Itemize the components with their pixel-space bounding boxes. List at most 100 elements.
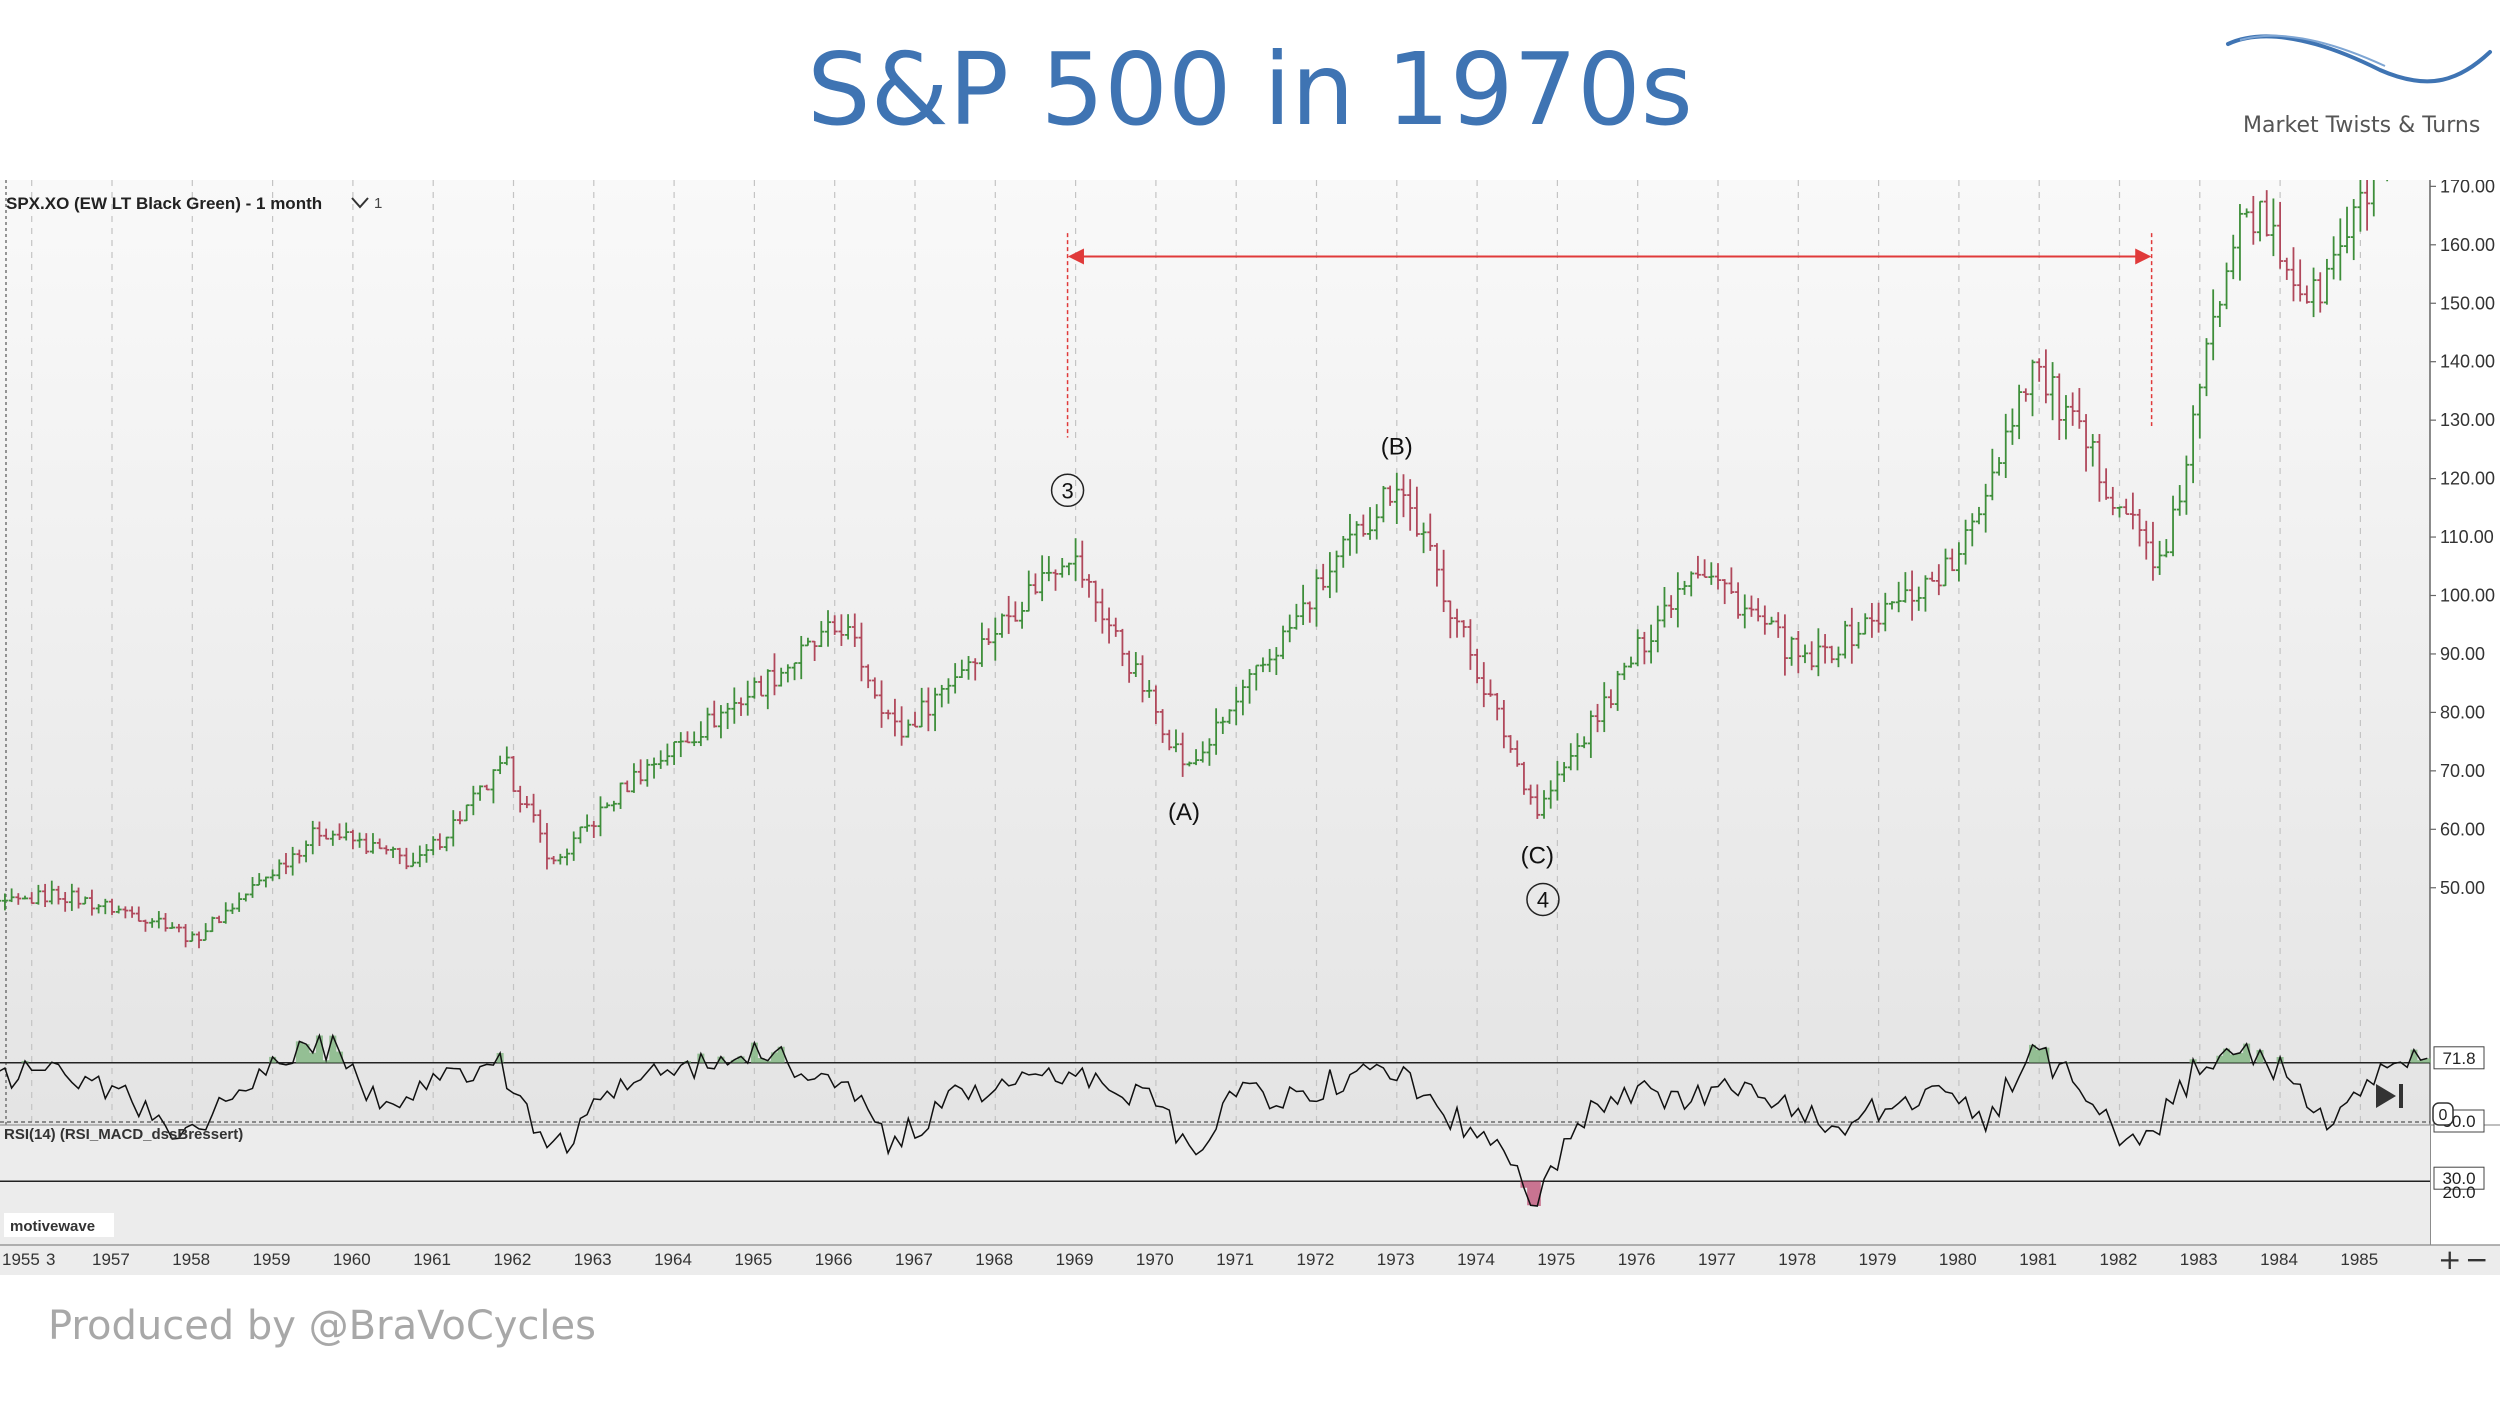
price-bar: [463, 804, 470, 822]
zero-badge[interactable]: 0: [2432, 1102, 2454, 1126]
price-bar: [1052, 569, 1059, 591]
price-bar: [189, 931, 196, 943]
price-bar: [1587, 710, 1594, 758]
price-bar: [1112, 617, 1119, 637]
price-bar: [2337, 218, 2344, 281]
price-bar: [651, 757, 658, 779]
price-axis[interactable]: 50.00 60.00 70.00 80.00 90.00 100.00 110.00 120…: [2429, 180, 2495, 1272]
price-bar: [724, 702, 731, 730]
price-bar: [1326, 552, 1333, 599]
price-bar: [1668, 595, 1675, 618]
price-bar: [477, 785, 484, 801]
price-bar: [2062, 395, 2069, 440]
price-bar: [115, 905, 122, 914]
price-bar: [1661, 587, 1668, 628]
price-bar: [617, 782, 624, 809]
price-bar: [456, 811, 463, 825]
x-tick-label: 1979: [1859, 1250, 1897, 1269]
y-tick-label: 160.00: [2440, 235, 2495, 255]
price-bar: [1975, 506, 1982, 525]
price-bar: [704, 707, 711, 741]
rsi-level-label: 20.0: [2442, 1183, 2475, 1202]
zoom-in-icon[interactable]: +: [2438, 1243, 2461, 1275]
wave-label: (B): [1381, 433, 1413, 460]
price-bar: [2002, 413, 2009, 479]
price-bar: [1929, 571, 1936, 582]
x-tick-label: 1955: [2, 1250, 40, 1269]
price-bar: [517, 785, 524, 813]
price-bar: [2009, 408, 2016, 445]
motivewave-badge: [4, 1213, 114, 1237]
chart-symbol-label[interactable]: SPX.XO (EW LT Black Green) - 1 month: [6, 194, 322, 213]
price-bar: [684, 731, 691, 744]
price-bar: [2223, 262, 2230, 310]
price-bar: [1300, 584, 1307, 626]
price-bar: [1239, 679, 1246, 716]
price-bar: [1367, 507, 1374, 540]
logo-text: Market Twists & Turns: [2243, 113, 2481, 138]
price-bar: [2283, 257, 2290, 280]
price-bar: [1146, 680, 1153, 698]
price-bar: [1628, 656, 1635, 668]
price-bar: [1781, 614, 1788, 676]
x-tick-label: 1976: [1618, 1250, 1656, 1269]
x-tick-label: 1984: [2260, 1250, 2298, 1269]
price-bar: [1005, 595, 1012, 634]
price-bar: [798, 635, 805, 680]
wave-label: (A): [1168, 799, 1200, 826]
time-axis[interactable]: 1955 3 1957 1958 1959 1960 1961 1962 1963 1964 196…: [0, 1244, 2500, 1275]
price-bar: [1179, 732, 1186, 777]
price-bar: [1226, 709, 1233, 724]
price-bar: [764, 669, 771, 710]
wave-label: 3: [1061, 478, 1073, 503]
chevron-down-icon[interactable]: [351, 197, 369, 209]
price-bar: [102, 898, 109, 915]
price-bar: [109, 898, 115, 915]
price-bar: [657, 750, 664, 769]
jump-to-end-icon[interactable]: [2376, 1084, 2403, 1108]
price-bar: [1460, 620, 1467, 638]
x-tick-label: 1982: [2100, 1250, 2138, 1269]
price-bar: [15, 893, 22, 905]
price-bar: [945, 678, 952, 704]
stock-chart[interactable]: 3 (A) (B) (C) 4 50.00 60.00 70.00 80.00 90.00 100…: [0, 180, 2500, 1275]
price-bar: [1915, 586, 1922, 611]
price-bar: [1868, 602, 1875, 638]
price-bar: [1848, 607, 1855, 664]
price-bar: [1882, 592, 1889, 632]
price-bar: [925, 687, 932, 732]
x-tick-label: 1973: [1377, 1250, 1415, 1269]
price-bar: [912, 711, 918, 728]
price-bar: [1119, 628, 1126, 667]
price-bar: [523, 795, 530, 809]
price-bar: [818, 621, 825, 648]
price-bar: [1407, 479, 1414, 531]
price-bar: [1835, 646, 1842, 668]
price-bar: [1139, 655, 1146, 703]
price-bar: [2250, 195, 2257, 245]
x-tick-label: 1959: [253, 1250, 291, 1269]
price-bar: [1253, 664, 1260, 691]
price-bar: [978, 622, 985, 667]
price-bar: [490, 769, 497, 804]
price-bar: [831, 615, 838, 635]
price-bar: [122, 906, 129, 919]
price-bar: [430, 836, 437, 856]
price-bar: [2230, 234, 2237, 280]
price-bar: [1775, 612, 1782, 638]
zoom-out-icon[interactable]: −: [2465, 1243, 2488, 1275]
wave-label-circle: [1526, 882, 1560, 917]
footer-credit: Produced by @BraVoCycles: [48, 1303, 596, 1349]
price-bar: [1634, 629, 1641, 667]
price-bar: [1380, 485, 1387, 523]
price-bar: [1467, 619, 1474, 670]
price-bar: [865, 664, 872, 689]
price-bar: [1969, 513, 1976, 547]
price-bar: [630, 763, 637, 793]
price-bar: [2143, 520, 2150, 560]
x-tick-label: 1958: [172, 1250, 210, 1269]
price-bar: [363, 833, 370, 855]
price-bar: [744, 680, 751, 716]
price-bar: [1922, 575, 1929, 612]
price-bar: [858, 622, 865, 682]
